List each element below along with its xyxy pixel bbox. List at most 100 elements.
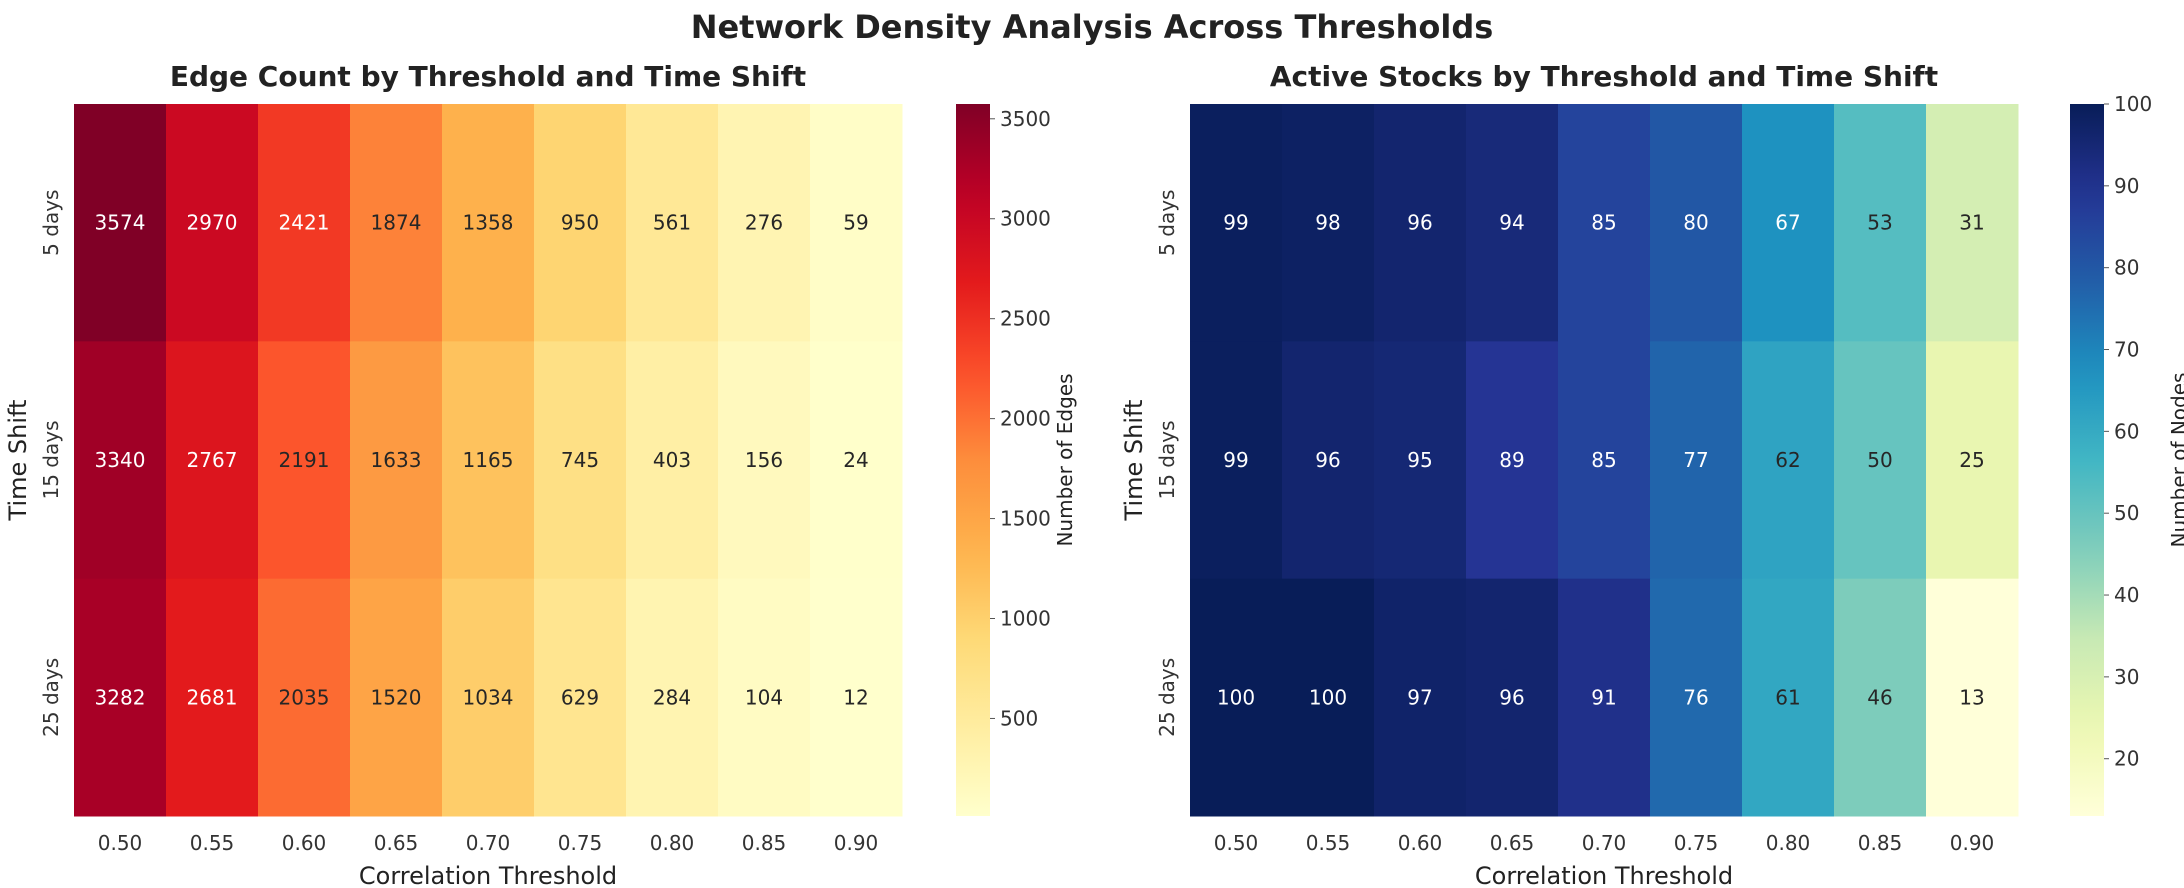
p1-cell-value: 85 xyxy=(1591,448,1616,472)
p1-cell-value: 13 xyxy=(1959,685,1984,709)
p0-cell-value: 1633 xyxy=(371,448,422,472)
p0-x-tick-label: 0.90 xyxy=(834,831,879,855)
p0-heatmap-cell xyxy=(810,104,903,342)
p0-cell-value: 24 xyxy=(843,448,868,472)
p1-cell-value: 96 xyxy=(1499,685,1524,709)
p1-colorbar-tick-label: 80 xyxy=(2114,256,2139,280)
p1-heatmap-cell xyxy=(1282,104,1375,342)
p0-y-axis-label: Time Shift xyxy=(4,400,32,522)
p1-heatmap-cell xyxy=(1190,578,1283,817)
p1-cell-value: 61 xyxy=(1775,685,1800,709)
p1-heatmap-cell xyxy=(1742,104,1835,342)
p0-heatmap-cell xyxy=(258,341,351,580)
p0-x-tick-label: 0.85 xyxy=(742,831,787,855)
p0-heatmap-cell xyxy=(258,578,351,817)
p0-x-axis-label: Correlation Threshold xyxy=(359,862,617,888)
p0-cell-value: 2035 xyxy=(279,685,330,709)
p1-x-tick-label: 0.60 xyxy=(1398,831,1443,855)
p1-cell-value: 100 xyxy=(1309,685,1347,709)
p1-cell-value: 97 xyxy=(1407,685,1432,709)
p1-x-tick-label: 0.55 xyxy=(1306,831,1351,855)
p1-heatmap-cell xyxy=(1650,578,1743,817)
p0-cell-value: 3574 xyxy=(95,211,146,235)
p0-cell-value: 2681 xyxy=(187,685,238,709)
p1-cell-value: 96 xyxy=(1407,211,1432,235)
p1-heatmap-cell xyxy=(1742,341,1835,580)
p1-colorbar xyxy=(2070,104,2104,816)
p0-cell-value: 3282 xyxy=(95,685,146,709)
p1-heatmap-cell xyxy=(1926,104,2019,342)
p0-colorbar-tick-label: 1500 xyxy=(1000,507,1051,531)
p1-y-tick-label: 15 days xyxy=(1155,420,1179,499)
p0-heatmap-cell xyxy=(166,341,259,580)
p0-cell-value: 2191 xyxy=(279,448,330,472)
p0-heatmap-cell xyxy=(258,104,351,342)
p0-colorbar-tick-label: 3500 xyxy=(1000,107,1051,131)
p0-x-tick-label: 0.80 xyxy=(650,831,695,855)
p0-cell-value: 1874 xyxy=(371,211,422,235)
p1-colorbar-tick-label: 100 xyxy=(2114,92,2152,116)
p0-cell-value: 1034 xyxy=(463,685,514,709)
p0-cell-value: 629 xyxy=(561,685,599,709)
p1-heatmap-cell xyxy=(1926,341,2019,580)
p0-cell-value: 561 xyxy=(653,211,691,235)
p0-cell-value: 104 xyxy=(745,685,783,709)
p1-heatmap-cell xyxy=(1926,578,2019,817)
p1-cell-value: 77 xyxy=(1683,448,1708,472)
p0-y-tick-label: 25 days xyxy=(39,658,63,737)
p1-colorbar-label: Number of Nodes xyxy=(2167,373,2184,548)
p1-cell-value: 50 xyxy=(1867,448,1892,472)
p1-cell-value: 85 xyxy=(1591,211,1616,235)
p0-heatmap-cell xyxy=(718,104,811,342)
p1-cell-value: 95 xyxy=(1407,448,1432,472)
p0-panel-title: Edge Count by Threshold and Time Shift xyxy=(170,60,806,93)
p1-x-tick-label: 0.90 xyxy=(1950,831,1995,855)
p1-heatmap-cell xyxy=(1466,578,1559,817)
p0-x-tick-label: 0.65 xyxy=(374,831,419,855)
p0-cell-value: 59 xyxy=(843,211,868,235)
p0-cell-value: 156 xyxy=(745,448,783,472)
p1-x-tick-label: 0.75 xyxy=(1674,831,1719,855)
p0-heatmap-cell xyxy=(442,104,535,342)
p1-cell-value: 46 xyxy=(1867,685,1892,709)
p0-cell-value: 2421 xyxy=(279,211,330,235)
p1-panel-title: Active Stocks by Threshold and Time Shif… xyxy=(1270,60,1938,93)
p0-heatmap-cell xyxy=(534,104,627,342)
p1-heatmap-cell xyxy=(1834,578,1927,817)
p1-heatmap-cell xyxy=(1834,341,1927,580)
p0-heatmap-cell xyxy=(626,341,719,580)
p0-colorbar xyxy=(956,104,990,816)
edge-count-heatmap: Edge Count by Threshold and Time Shift 35… xyxy=(4,60,1077,888)
p1-cell-value: 89 xyxy=(1499,448,1524,472)
p1-heatmap-cell xyxy=(1650,341,1743,580)
p1-x-tick-label: 0.85 xyxy=(1858,831,1903,855)
p1-heatmap-cell xyxy=(1466,341,1559,580)
p0-x-tick-label: 0.60 xyxy=(282,831,327,855)
p0-cell-value: 950 xyxy=(561,211,599,235)
p1-cell-value: 31 xyxy=(1959,211,1984,235)
p1-colorbar-tick-label: 40 xyxy=(2114,583,2139,607)
p1-cell-value: 91 xyxy=(1591,685,1616,709)
p0-cell-value: 1165 xyxy=(463,448,514,472)
p1-cell-value: 62 xyxy=(1775,448,1800,472)
p1-y-axis-label: Time Shift xyxy=(1120,400,1148,522)
p0-x-tick-label: 0.70 xyxy=(466,831,511,855)
p0-heatmap-cell xyxy=(166,104,259,342)
p1-cell-value: 99 xyxy=(1223,448,1248,472)
p0-cell-value: 276 xyxy=(745,211,783,235)
p0-heatmap-cell xyxy=(442,341,535,580)
p0-heatmap-cell xyxy=(74,104,167,342)
p1-cell-value: 53 xyxy=(1867,211,1892,235)
p1-cell-value: 67 xyxy=(1775,211,1800,235)
p0-colorbar-tick-label: 1000 xyxy=(1000,607,1051,631)
p1-heatmap-cell xyxy=(1282,341,1375,580)
p1-heatmap-cell xyxy=(1190,341,1283,580)
p1-heatmap-cell xyxy=(1374,341,1467,580)
p0-x-tick-label: 0.50 xyxy=(98,831,143,855)
p1-x-tick-label: 0.70 xyxy=(1582,831,1627,855)
p1-x-tick-label: 0.80 xyxy=(1766,831,1811,855)
p0-heatmap-cell xyxy=(718,578,811,817)
p1-heatmap-cell xyxy=(1558,341,1651,580)
p1-heatmap-cell xyxy=(1466,104,1559,342)
